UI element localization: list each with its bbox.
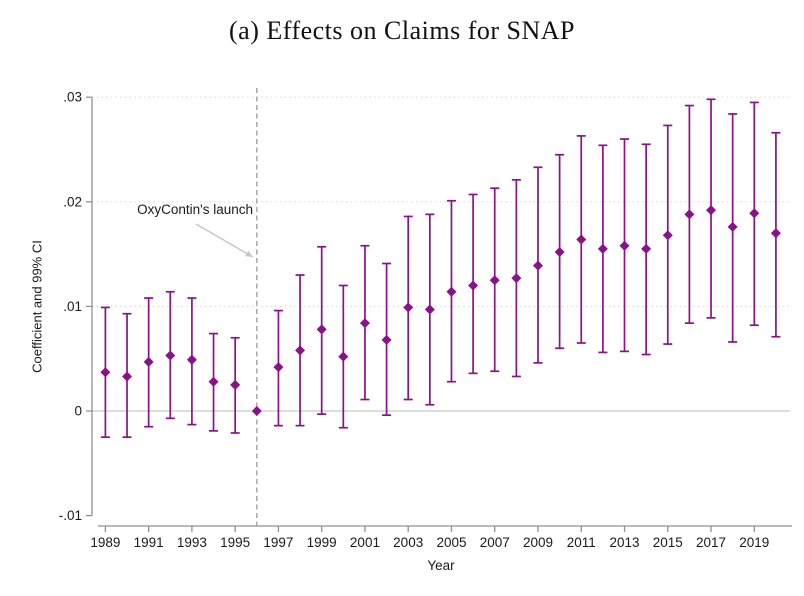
- point-marker: [468, 280, 479, 291]
- point-marker: [511, 273, 522, 284]
- annotation-arrowhead: [245, 250, 253, 257]
- x-tick-label: 2019: [739, 535, 769, 550]
- x-tick-label: 2015: [653, 535, 683, 550]
- point-marker: [230, 379, 241, 390]
- x-tick-label: 2001: [350, 535, 380, 550]
- x-tick-label: 2003: [393, 535, 423, 550]
- x-tick-label: 1999: [307, 535, 337, 550]
- annotation-arrow: [195, 223, 254, 258]
- point-marker: [122, 371, 133, 382]
- point-marker: [619, 240, 630, 251]
- point-marker: [338, 351, 349, 362]
- point-marker: [143, 356, 154, 367]
- point-marker: [684, 209, 695, 220]
- point-marker: [316, 324, 327, 335]
- point-marker: [770, 228, 781, 239]
- x-tick-label: 1991: [134, 535, 164, 550]
- x-tick-label: 1995: [220, 535, 250, 550]
- point-marker: [295, 345, 306, 356]
- point-marker: [403, 302, 414, 313]
- point-marker: [662, 230, 673, 241]
- x-tick-label: 2005: [436, 535, 466, 550]
- point-marker: [446, 286, 457, 297]
- y-tick-label: -.01: [59, 508, 82, 523]
- point-marker: [424, 304, 435, 315]
- point-marker: [706, 205, 717, 216]
- point-marker: [576, 234, 587, 245]
- x-tick-label: 2007: [480, 535, 510, 550]
- point-marker: [359, 318, 370, 329]
- point-marker: [489, 275, 500, 286]
- x-tick-label: 2011: [567, 535, 596, 550]
- point-marker: [749, 208, 760, 219]
- point-marker: [251, 406, 262, 416]
- point-marker: [554, 247, 565, 258]
- annotation-label: OxyContin's launch: [137, 202, 253, 217]
- y-tick-label: 0: [74, 404, 82, 419]
- y-tick-label: .03: [63, 90, 82, 105]
- x-tick-label: 2013: [609, 535, 639, 550]
- point-marker: [727, 221, 738, 232]
- point-marker: [381, 334, 392, 345]
- point-marker: [165, 350, 176, 361]
- point-marker: [186, 354, 197, 365]
- x-axis-title: Year: [427, 558, 455, 573]
- y-axis-title: Coefficient and 99% CI: [29, 240, 45, 373]
- point-marker: [641, 243, 652, 254]
- x-tick-label: 2017: [696, 535, 726, 550]
- y-tick-label: .01: [63, 299, 82, 314]
- x-tick-label: 1997: [263, 535, 293, 550]
- y-tick-label: .02: [63, 194, 82, 209]
- x-tick-label: 2009: [523, 535, 553, 550]
- chart-title: (a) Effects on Claims for SNAP: [229, 16, 575, 45]
- point-marker: [273, 362, 284, 373]
- x-tick-label: 1993: [177, 535, 207, 550]
- point-marker: [532, 260, 543, 271]
- point-marker: [208, 376, 219, 387]
- point-marker: [597, 243, 608, 254]
- x-tick-label: 1989: [90, 535, 120, 550]
- point-marker: [100, 367, 111, 378]
